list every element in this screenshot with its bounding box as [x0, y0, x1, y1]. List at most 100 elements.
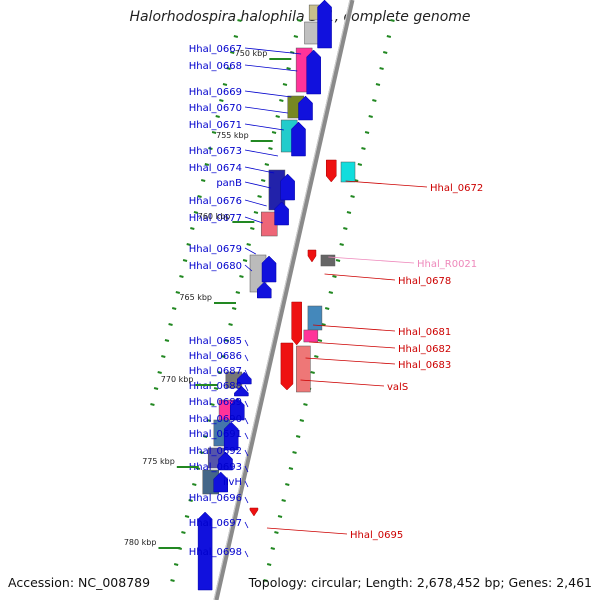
leader-line: [328, 256, 415, 264]
track-tick: [288, 467, 294, 470]
track-tick: [375, 83, 381, 86]
gene-label-hhal_0668: Hhal_0668: [189, 61, 242, 72]
gene-label-panb: panB: [216, 178, 242, 189]
forward-gene-arrow: [218, 451, 233, 471]
leader-line: [244, 149, 279, 157]
leader-line: [244, 465, 249, 473]
track-tick: [275, 115, 280, 118]
gene-label-hhal_0674: Hhal_0674: [189, 163, 242, 174]
scale-label: 780 kbp: [124, 538, 157, 547]
scale-layer: 750 kbp 755 kbp 760 kbp 765 kbp 770 kbp 775 k…: [124, 49, 292, 549]
scale-label: 750 kbp: [235, 49, 268, 58]
leader-line: [324, 273, 396, 281]
forward-gene-arrow: [317, 0, 332, 49]
track-tick: [310, 371, 315, 374]
gene-label-hhal_r0021: Hhal_R0021: [417, 259, 477, 270]
gene-label-hhal_0670: Hhal_0670: [189, 103, 242, 114]
leader-line: [244, 550, 249, 558]
leader-line: [244, 480, 249, 488]
track-tick: [285, 483, 290, 486]
track-tick: [246, 243, 251, 246]
track-tick: [173, 563, 179, 566]
track-tick: [193, 211, 199, 214]
track-tick: [368, 115, 373, 118]
track-tick: [215, 115, 220, 118]
forward-gene-arrow: [306, 49, 321, 95]
leader-line: [312, 324, 396, 332]
leader-layer: [244, 47, 428, 558]
leader-line: [244, 47, 302, 55]
gene-block: [307, 305, 323, 331]
gene-block: [303, 329, 319, 343]
gene-label-hhal_0698: Hhal_0698: [189, 547, 242, 558]
track-tick: [182, 259, 188, 262]
track-tick: [379, 67, 384, 70]
track-tick: [274, 531, 279, 534]
track-tick: [186, 243, 191, 246]
track-tick: [170, 579, 175, 582]
track-tick: [299, 419, 305, 422]
track-tick: [350, 195, 355, 198]
reverse-gene-arrow: [280, 342, 294, 391]
scale-label: 765 kbp: [179, 293, 212, 302]
genome-backbone: [213, 0, 355, 600]
leader-line: [244, 64, 298, 72]
track-tick: [328, 291, 334, 294]
leader-line: [244, 521, 249, 529]
track-tick: [343, 227, 348, 230]
gene-label-hhal_0686: Hhal_0686: [189, 351, 242, 362]
leader-line: [244, 400, 249, 408]
leader-line: [244, 216, 263, 224]
track-tick: [199, 451, 204, 454]
leader-line: [244, 199, 267, 207]
gene-label-hhal_0685: Hhal_0685: [189, 336, 242, 347]
backbone-layer: [213, 0, 355, 600]
gene-label-hhal_0677: Hhal_0677: [189, 213, 242, 224]
genome-backbone-highlight: [213, 0, 351, 600]
track-tick: [237, 19, 242, 22]
track-tick: [242, 259, 248, 262]
track-tick: [179, 275, 184, 278]
track-tick: [317, 339, 323, 342]
track-tick: [271, 131, 277, 134]
track-tick: [226, 67, 231, 70]
leader-line: [244, 339, 249, 347]
reverse-gene-arrow: [325, 159, 337, 183]
track-tick: [239, 275, 244, 278]
tick-layer: [150, 19, 395, 582]
leader-line: [300, 379, 385, 387]
track-tick: [175, 291, 181, 294]
track-tick: [250, 227, 255, 230]
track-tick: [321, 323, 326, 326]
track-tick: [213, 387, 219, 390]
leader-line: [244, 247, 256, 255]
track-tick: [260, 179, 266, 182]
gene-label-hhal_0696: Hhal_0696: [189, 493, 242, 504]
track-tick: [206, 419, 212, 422]
track-tick: [286, 67, 291, 70]
gene-label-hhal_0683: Hhal_0683: [398, 360, 451, 371]
track-tick: [210, 403, 215, 406]
forward-gene-arrow: [197, 511, 213, 591]
track-tick: [229, 51, 235, 54]
gene-label-hhal_0673: Hhal_0673: [189, 146, 242, 157]
track-tick: [197, 195, 202, 198]
leader-line: [244, 369, 249, 377]
track-tick: [168, 323, 173, 326]
gene-label-hhal_0690: Hhal_0690: [189, 414, 242, 425]
track-tick: [150, 403, 155, 406]
leader-line: [345, 180, 428, 188]
track-tick: [224, 339, 230, 342]
gene-label-hhal_0678: Hhal_0678: [398, 276, 451, 287]
forward-gene-arrow: [298, 95, 313, 121]
leader-line: [244, 354, 249, 362]
track-tick: [221, 355, 226, 358]
track-tick: [293, 35, 299, 38]
track-tick: [200, 179, 206, 182]
track-tick: [219, 99, 224, 102]
accession-text: Accession: NC_008789: [8, 575, 151, 590]
topology-summary: Topology: circular; Length: 2,678,452 bp…: [248, 575, 592, 590]
scale-label: 760 kbp: [198, 212, 231, 221]
forward-gene-arrow: [291, 121, 306, 157]
track-tick: [217, 371, 222, 374]
